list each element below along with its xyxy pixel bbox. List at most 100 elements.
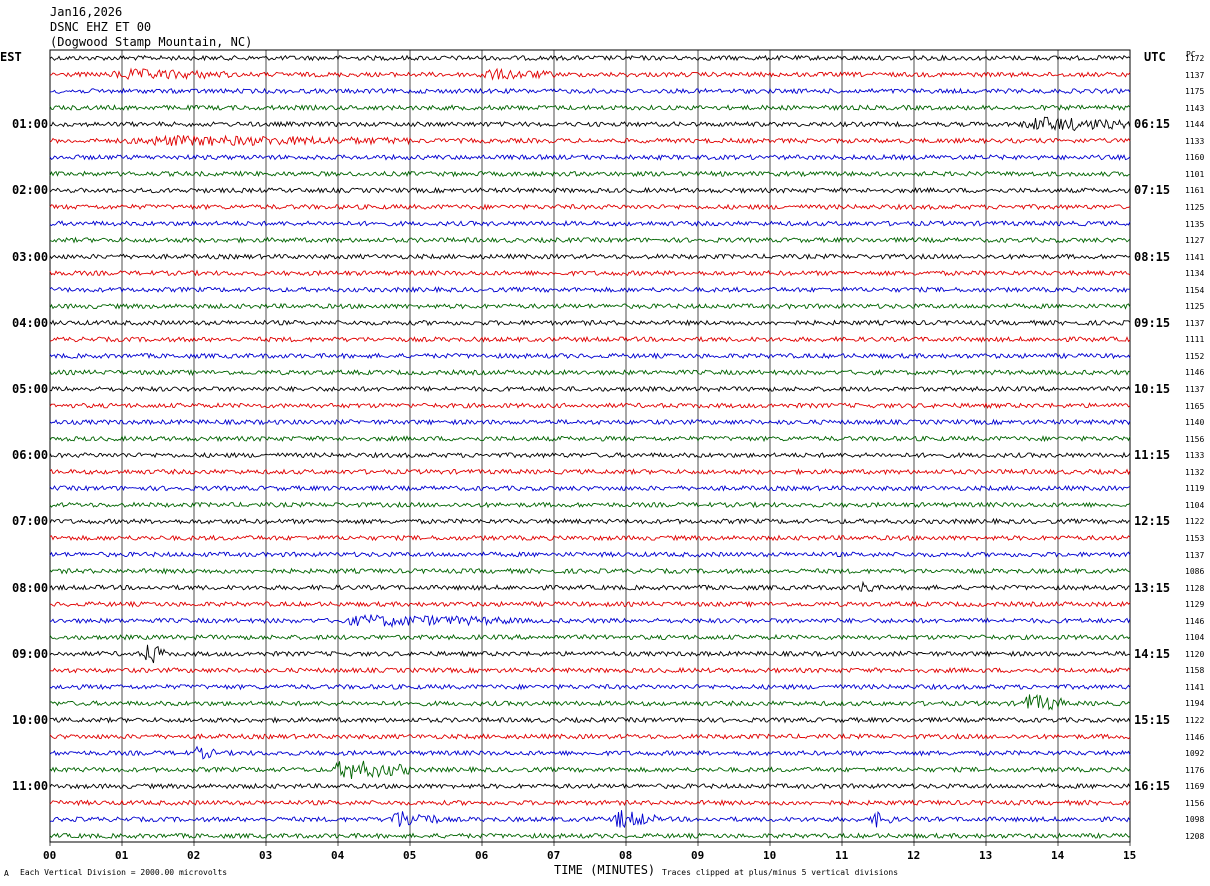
pc-value: 1137 xyxy=(1185,550,1205,560)
trace-row-41 xyxy=(49,732,1131,740)
pc-value: 1137 xyxy=(1185,385,1205,394)
x-axis-label: TIME (MINUTES) xyxy=(554,863,656,877)
trace-row-26 xyxy=(49,484,1131,492)
left-hour-label: 11:00 xyxy=(12,779,49,794)
trace-row-40 xyxy=(49,716,1131,724)
trace-row-23 xyxy=(49,435,1131,443)
left-timezone-label: EST xyxy=(0,50,22,64)
pc-value: 1120 xyxy=(1185,649,1205,659)
pc-value: 1208 xyxy=(1185,831,1205,841)
pc-value: 1140 xyxy=(1185,418,1205,428)
x-tick-label: 14 xyxy=(1051,849,1065,862)
pc-value: 1165 xyxy=(1185,401,1205,411)
x-tick-label: 12 xyxy=(907,849,921,862)
scale-note: Each Vertical Division = 2000.00 microvo… xyxy=(20,868,228,877)
left-hour-label: 05:00 xyxy=(12,382,49,396)
right-hour-label: 06:15 xyxy=(1134,117,1171,132)
location-label: (Dogwood Stamp Mountain, NC) xyxy=(50,35,253,49)
x-tick-label: 13 xyxy=(979,849,993,862)
right-hour-label: 09:15 xyxy=(1134,315,1171,330)
trace-row-20 xyxy=(49,385,1131,393)
trace-row-36 xyxy=(49,644,1131,664)
right-hour-label: 14:15 xyxy=(1134,646,1171,661)
pc-value: 1146 xyxy=(1185,616,1205,626)
pc-value: 1152 xyxy=(1185,351,1205,361)
trace-row-32 xyxy=(49,580,1131,593)
trace-row-37 xyxy=(49,666,1131,674)
pc-value: 1172 xyxy=(1185,54,1205,63)
pc-value: 1137 xyxy=(1185,318,1205,328)
trace-row-24 xyxy=(49,451,1131,459)
pc-value: 1122 xyxy=(1185,716,1205,725)
pc-value: 1125 xyxy=(1185,302,1205,312)
pc-value: 1132 xyxy=(1185,467,1205,477)
pc-value: 1156 xyxy=(1185,798,1205,808)
pc-value: 1101 xyxy=(1185,169,1205,179)
trace-row-28 xyxy=(49,517,1131,526)
trace-row-12 xyxy=(49,253,1131,260)
pc-value: 1092 xyxy=(1185,749,1205,759)
pc-value: 1111 xyxy=(1185,335,1205,345)
x-tick-label: 02 xyxy=(187,849,201,862)
trace-row-9 xyxy=(49,203,1131,211)
pc-value: 1158 xyxy=(1185,666,1205,676)
trace-row-46 xyxy=(49,810,1131,829)
trace-row-38 xyxy=(49,683,1131,691)
x-tick-label: 06 xyxy=(475,849,489,862)
left-hour-label: 09:00 xyxy=(12,646,49,661)
left-hour-label: 06:00 xyxy=(12,448,49,463)
pc-value: 1141 xyxy=(1185,682,1205,692)
left-hour-label: 01:00 xyxy=(12,117,49,132)
trace-row-7 xyxy=(49,170,1131,178)
trace-row-10 xyxy=(49,219,1131,227)
trace-row-47 xyxy=(49,832,1131,840)
trace-row-39 xyxy=(49,694,1131,711)
pc-value: 1146 xyxy=(1185,368,1205,378)
pc-value: 1086 xyxy=(1185,567,1205,577)
x-tick-label: 05 xyxy=(403,849,417,862)
pc-value: 1134 xyxy=(1185,269,1205,279)
trace-row-34 xyxy=(49,614,1131,629)
trace-row-16 xyxy=(49,319,1131,327)
pc-value: 1146 xyxy=(1185,732,1205,742)
trace-row-29 xyxy=(49,534,1131,542)
pc-value: 1104 xyxy=(1185,633,1205,643)
plot-frame xyxy=(49,49,1131,843)
trace-row-45 xyxy=(49,799,1131,807)
trace-row-3 xyxy=(49,104,1131,112)
left-hour-label: 08:00 xyxy=(12,580,49,595)
pc-value: 1156 xyxy=(1185,434,1205,444)
trace-row-35 xyxy=(49,633,1131,641)
pc-value: 1128 xyxy=(1185,583,1205,593)
right-hour-label: 15:15 xyxy=(1134,713,1171,727)
trace-row-2 xyxy=(49,87,1131,95)
trace-row-6 xyxy=(49,153,1131,161)
trace-row-42 xyxy=(49,745,1131,760)
pc-value: 1169 xyxy=(1185,782,1205,792)
pc-value: 1144 xyxy=(1185,120,1205,130)
pc-value: 1129 xyxy=(1185,600,1205,610)
trace-row-25 xyxy=(49,468,1131,476)
right-hour-label: 13:15 xyxy=(1134,580,1171,595)
trace-row-4 xyxy=(49,116,1131,132)
right-hour-label: 07:15 xyxy=(1134,183,1171,198)
pc-value: 1119 xyxy=(1185,484,1205,494)
x-tick-label: 03 xyxy=(259,849,273,862)
pc-value: 1133 xyxy=(1185,136,1205,146)
left-hour-label: 10:00 xyxy=(12,713,49,727)
trace-row-33 xyxy=(49,600,1131,608)
trace-row-27 xyxy=(49,501,1131,509)
x-tick-label: 11 xyxy=(835,849,849,862)
x-tick-label: 15 xyxy=(1123,849,1137,862)
x-tick-label: 07 xyxy=(547,849,561,862)
trace-row-8 xyxy=(49,186,1131,194)
left-hour-label: 04:00 xyxy=(12,315,49,330)
left-hour-label: 07:00 xyxy=(12,514,49,529)
trace-row-13 xyxy=(49,269,1131,277)
right-timezone-label: UTC xyxy=(1144,50,1166,64)
right-hour-label: 10:15 xyxy=(1134,382,1171,396)
clip-note: Traces clipped at plus/minus 5 vertical … xyxy=(662,868,899,877)
x-tick-label: 08 xyxy=(619,849,633,862)
trace-row-30 xyxy=(49,551,1131,558)
